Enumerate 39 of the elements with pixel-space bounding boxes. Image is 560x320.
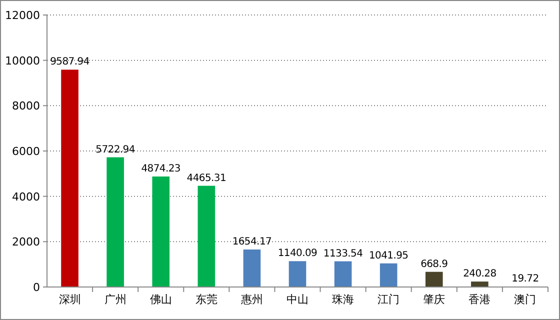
bar — [425, 272, 443, 287]
bar — [198, 186, 216, 287]
y-tick-label: 12000 — [5, 9, 40, 22]
bar — [471, 282, 488, 287]
data-label: 19.72 — [512, 274, 539, 285]
bar — [61, 70, 78, 287]
x-tick-label: 澳门 — [514, 293, 536, 306]
bar — [106, 157, 124, 287]
y-tick-label: 4000 — [12, 190, 40, 204]
x-tick-label: 江门 — [378, 293, 400, 306]
x-tick-label: 惠州 — [240, 293, 263, 306]
x-tick-label: 广州 — [104, 293, 126, 306]
data-label: 1654.17 — [232, 236, 272, 248]
data-label: 1041.95 — [368, 250, 408, 262]
bar — [334, 261, 352, 287]
bar — [288, 261, 306, 287]
data-label: 4465.31 — [186, 172, 226, 184]
y-tick-label: 0 — [33, 281, 40, 294]
x-tick-label: 东莞 — [195, 293, 218, 306]
x-tick-label: 佛山 — [150, 293, 172, 306]
data-label: 9587.94 — [50, 56, 90, 68]
x-tick-label: 肇庆 — [423, 293, 446, 306]
y-tick-label: 10000 — [5, 54, 40, 68]
x-tick-label: 中山 — [286, 293, 308, 306]
x-tick-label: 珠海 — [332, 293, 354, 306]
bar — [152, 176, 170, 287]
bar — [380, 263, 398, 287]
x-tick-label: 深圳 — [58, 293, 81, 306]
y-tick-label: 6000 — [12, 145, 40, 158]
data-label: 4874.23 — [141, 164, 180, 175]
data-label: 1133.54 — [323, 248, 363, 260]
data-label: 240.28 — [463, 268, 496, 280]
x-tick-label: 香港 — [468, 293, 491, 306]
y-tick-label: 2000 — [12, 236, 40, 249]
data-label: 1140.09 — [278, 248, 318, 260]
data-label: 668.9 — [420, 258, 448, 270]
y-tick-label: 8000 — [12, 100, 40, 113]
data-label: 5722.94 — [96, 144, 135, 156]
bar — [243, 250, 261, 287]
